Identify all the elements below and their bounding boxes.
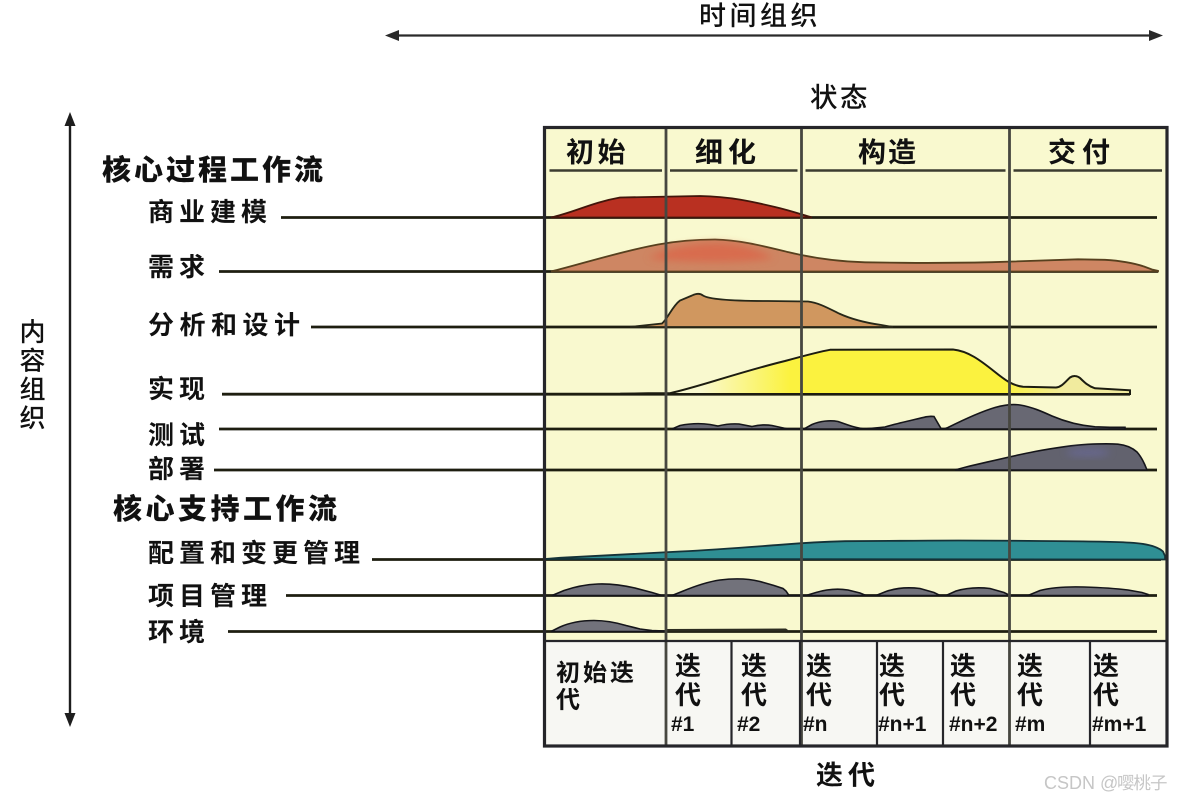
svg-text:CSDN @: CSDN @: [1044, 773, 1118, 793]
svg-text:#1: #1: [671, 713, 695, 736]
svg-text:#n+2: #n+2: [949, 713, 997, 736]
svg-text:#m: #m: [1015, 713, 1045, 736]
svg-text:#n+1: #n+1: [878, 713, 927, 736]
svg-text:#n: #n: [803, 713, 828, 736]
svg-text:#2: #2: [737, 713, 760, 736]
svg-text:#m+1: #m+1: [1092, 713, 1147, 736]
